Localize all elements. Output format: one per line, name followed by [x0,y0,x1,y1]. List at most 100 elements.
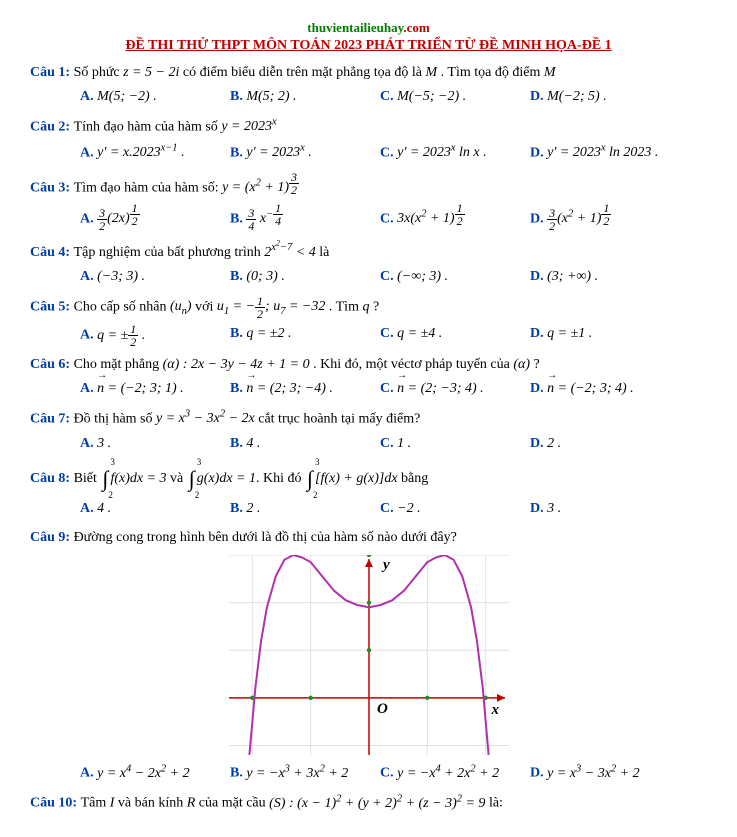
option[interactable]: D. M(−2; 5) . [530,86,680,108]
option[interactable]: A. n = (−2; 3; 1) . [80,378,230,400]
options-row: A. (−3; 3) .B. (0; 3) .C. (−∞; 3) .D. (3… [80,266,707,288]
option-letter: C. [380,381,397,396]
option[interactable]: B. M(5; 2) . [230,86,380,108]
option-text: M(−2; 5) . [547,89,607,104]
option[interactable]: A. (−3; 3) . [80,266,230,288]
chart-container: x y O [30,555,707,755]
option[interactable]: D. 3 . [530,498,680,520]
option[interactable]: B. y′ = 2023x . [230,141,380,165]
option[interactable]: C. n = (2; −3; 4) . [380,378,530,400]
option[interactable]: B. n = (2; 3; −4) . [230,378,380,400]
option[interactable]: D. q = ±1 . [530,323,680,348]
option[interactable]: C. y = −x4 + 2x2 + 2 [380,761,530,785]
option[interactable]: D. 2 . [530,433,680,455]
option[interactable]: A. 4 . [80,498,230,520]
option[interactable]: C. y′ = 2023x ln x . [380,141,530,165]
question: Câu 8: Biết ∫32f(x)dx = 3 và ∫32g(x)dx =… [30,461,707,521]
option-letter: D. [530,269,547,284]
option-text: n = (−2; 3; 1) . [97,381,184,396]
option-letter: D. [530,381,547,396]
option[interactable]: D. n = (−2; 3; 4) . [530,378,680,400]
option[interactable]: C. q = ±4 . [380,323,530,348]
site-part2: .com [403,20,429,35]
question: Câu 6: Cho mặt phẳng (α) : 2x − 3y − 4z … [30,354,707,401]
question: Câu 5: Cho cấp số nhân (un) với u1 = −12… [30,295,707,348]
question-label: Câu 9: [30,530,74,545]
option[interactable]: C. −2 . [380,498,530,520]
option-letter: B. [230,766,246,781]
question-body: Tập nghiệm của bất phương trình 2x2−7 < … [74,245,330,260]
option-letter: B. [230,436,246,451]
options-row: A. 32(2x)12B. 34 x−14C. 3x(x2 + 1)12D. 3… [80,202,707,232]
option[interactable]: D. 32(x2 + 1)12 [530,202,680,232]
option[interactable]: C. 1 . [380,433,530,455]
option[interactable]: A. y = x4 − 2x2 + 2 [80,761,230,785]
question-text: Câu 8: Biết ∫32f(x)dx = 3 và ∫32g(x)dx =… [30,461,707,496]
options-row: A. q = ±12 .B. q = ±2 .C. q = ±4 .D. q =… [80,323,707,348]
option-text: M(−5; −2) . [397,89,466,104]
option-letter: C. [380,766,397,781]
option-text: 3 . [547,501,561,516]
question: Câu 1: Số phức z = 5 − 2i có điểm biểu d… [30,62,707,109]
question-body: Tìm đạo hàm của hàm số: y = (x2 + 1)32 [74,180,299,195]
question-text: Câu 6: Cho mặt phẳng (α) : 2x − 3y − 4z … [30,354,707,376]
option-text: (0; 3) . [246,269,285,284]
question: Câu 2: Tính đạo hàm của hàm số y = 2023x… [30,115,707,165]
option-letter: B. [230,145,246,160]
option-letter: C. [380,89,397,104]
svg-text:O: O [377,701,388,717]
option-text: q = ±12 . [97,328,145,343]
option[interactable]: A. 32(2x)12 [80,202,230,232]
option[interactable]: A. y′ = x.2023x−1 . [80,141,230,165]
question-body: Tính đạo hàm của hàm số y = 2023x [74,119,277,134]
option-text: 1 . [397,436,411,451]
svg-text:y: y [381,557,390,573]
question-label: Câu 7: [30,411,74,426]
question-text: Câu 9: Đường cong trong hình bên dưới là… [30,527,707,549]
option[interactable]: D. y′ = 2023x ln 2023 . [530,141,680,165]
option[interactable]: C. (−∞; 3) . [380,266,530,288]
options-row: A. y = x4 − 2x2 + 2B. y = −x3 + 3x2 + 2C… [80,761,707,785]
option[interactable]: C. M(−5; −2) . [380,86,530,108]
option[interactable]: B. q = ±2 . [230,323,380,348]
question-text: Câu 7: Đồ thị hàm số y = x3 − 3x2 − 2x c… [30,407,707,431]
option-letter: B. [230,89,246,104]
option[interactable]: B. 4 . [230,433,380,455]
option[interactable]: B. (0; 3) . [230,266,380,288]
option-letter: C. [380,501,397,516]
option-text: 4 . [97,501,111,516]
option-text: 3 . [97,436,111,451]
question-body: Đường cong trong hình bên dưới là đồ thị… [74,530,457,545]
options-row: A. y′ = x.2023x−1 .B. y′ = 2023x .C. y′ … [80,141,707,165]
option[interactable]: C. 3x(x2 + 1)12 [380,202,530,232]
option-text: (−∞; 3) . [397,269,448,284]
site-part1: thuvientailieuhay [307,20,403,35]
option-text: n = (2; 3; −4) . [246,381,333,396]
option[interactable]: A. q = ±12 . [80,323,230,348]
option[interactable]: A. 3 . [80,433,230,455]
question-label: Câu 2: [30,119,74,134]
option-letter: B. [230,501,246,516]
option-letter: A. [80,211,97,226]
option[interactable]: A. M(5; −2) . [80,86,230,108]
exam-title: ĐỀ THI THỬ THPT MÔN TOÁN 2023 PHÁT TRIỂN… [30,38,707,54]
option[interactable]: B. 34 x−14 [230,202,380,232]
option[interactable]: B. y = −x3 + 3x2 + 2 [230,761,380,785]
option-text: 32(x2 + 1)12 [547,211,611,226]
options-row: A. n = (−2; 3; 1) .B. n = (2; 3; −4) .C.… [80,378,707,400]
question-label: Câu 6: [30,357,74,372]
option[interactable]: D. (3; +∞) . [530,266,680,288]
question-body: Cho mặt phẳng (α) : 2x − 3y − 4z + 1 = 0… [74,357,540,372]
question: Câu 9: Đường cong trong hình bên dưới là… [30,527,707,785]
question: Câu 4: Tập nghiệm của bất phương trình 2… [30,238,707,289]
option[interactable]: B. 2 . [230,498,380,520]
question-label: Câu 4: [30,245,74,260]
option-text: q = ±4 . [397,326,442,341]
question-label: Câu 5: [30,299,74,314]
options-row: A. M(5; −2) .B. M(5; 2) .C. M(−5; −2) .D… [80,86,707,108]
option-letter: A. [80,766,97,781]
svg-text:x: x [490,702,499,718]
option[interactable]: D. y = x3 − 3x2 + 2 [530,761,680,785]
option-text: n = (2; −3; 4) . [397,381,484,396]
question: Câu 10: Tâm I và bán kính R của mặt cầu … [30,791,707,815]
